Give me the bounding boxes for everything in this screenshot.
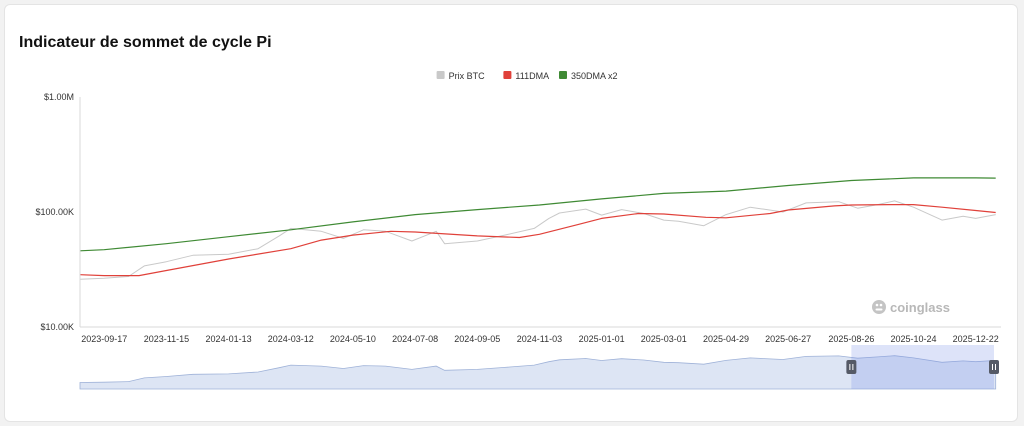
y-axis: $1.00M $100.00K $10.00K	[35, 92, 81, 332]
legend-label: Prix BTC	[449, 71, 486, 81]
x-tick-label: 2025-10-24	[891, 334, 937, 344]
series-line-prix-btc	[79, 200, 996, 280]
legend-swatch	[559, 71, 567, 79]
legend-item[interactable]: Prix BTC	[436, 71, 486, 81]
x-tick-label: 2024-05-10	[330, 334, 376, 344]
navigator-selection[interactable]	[851, 345, 994, 389]
legend-label: 350DMA x2	[571, 71, 618, 81]
x-tick-label: 2024-09-05	[454, 334, 500, 344]
coinglass-logo-icon	[872, 300, 886, 314]
x-tick-label: 2025-04-29	[703, 334, 749, 344]
x-tick-label: 2025-03-01	[641, 334, 687, 344]
x-axis: 2023-09-17 2023-11-15 2024-01-13 2024-03-12…	[80, 326, 1001, 344]
legend-label: 111DMA	[515, 71, 549, 81]
x-tick-label: 2024-11-03	[517, 334, 562, 344]
chart-title: Indicateur de sommet de cycle Pi	[19, 34, 272, 51]
x-tick-label: 2025-08-26	[828, 334, 874, 344]
x-tick-label: 2023-11-15	[144, 334, 189, 344]
x-tick-label: 2024-01-13	[206, 334, 252, 344]
y-tick-label: $1.00M	[44, 92, 74, 102]
y-tick-label: $10.00K	[40, 322, 74, 332]
legend-item[interactable]: 350DMA x2	[559, 71, 618, 81]
x-tick-label: 2023-09-17	[81, 334, 127, 344]
legend-item[interactable]: 111DMA	[503, 71, 549, 81]
series-line-350dma-x2	[79, 177, 996, 252]
x-tick-label: 2025-12-22	[953, 334, 999, 344]
legend-swatch	[436, 71, 445, 79]
plot-area	[79, 177, 996, 280]
navigator-right-handle[interactable]	[989, 360, 999, 374]
legend-swatch	[503, 71, 512, 79]
x-tick-label: 2025-06-27	[765, 334, 811, 344]
legend: Prix BTC 111DMA 350DMA x2	[436, 71, 618, 81]
range-navigator[interactable]	[79, 345, 1001, 390]
x-tick-label: 2024-03-12	[268, 334, 314, 344]
y-tick-label: $100.00K	[35, 207, 74, 217]
coinglass-watermark: coinglass	[872, 300, 950, 315]
x-tick-label: 2024-07-08	[392, 334, 438, 344]
handle-grip[interactable]	[989, 360, 999, 374]
series-line-111dma	[79, 204, 996, 277]
x-tick-label: 2025-01-01	[579, 334, 625, 344]
watermark-text: coinglass	[890, 300, 950, 315]
navigator-series-area	[79, 355, 997, 390]
navigator-left-handle[interactable]	[846, 360, 857, 374]
handle-grip[interactable]	[846, 360, 857, 374]
